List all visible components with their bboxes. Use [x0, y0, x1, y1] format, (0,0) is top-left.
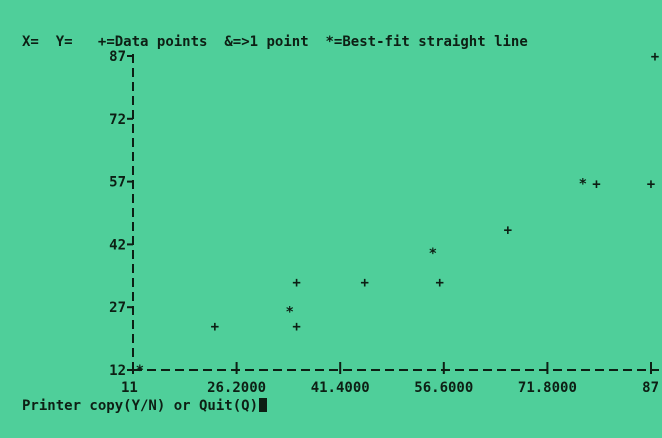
header-line: X= Y= +=Data points &=>1 point *=Best-fi… [22, 34, 528, 50]
data-point-1: + [292, 319, 300, 335]
legend-fit-text: =Best-fit straight line [333, 34, 528, 50]
plot-axes [132, 54, 659, 371]
y-tick-label-3: 42 [109, 237, 126, 253]
y-tick-label-5: 12 [109, 363, 126, 379]
fit-line-point-3: * [579, 177, 587, 193]
data-point-8: + [651, 49, 659, 65]
data-point-4: + [435, 275, 443, 291]
y-tick-label-4: 27 [109, 300, 126, 316]
data-point-0: + [211, 319, 219, 335]
fit-line-point-1: * [286, 304, 294, 320]
data-point-2: + [292, 275, 300, 291]
legend-fit-symbol: * [325, 34, 334, 50]
x-tick-label-4: 71.8000 [518, 380, 577, 396]
x-tick-labels: 11 26.2000 41.4000 56.6000 71.8000 87 [121, 362, 659, 396]
text-cursor [259, 398, 268, 412]
x-tick-label-2: 41.4000 [311, 380, 370, 396]
data-point-6: + [592, 177, 600, 193]
x-tick-label-3: 56.6000 [414, 380, 473, 396]
fit-line-point-2: * [429, 246, 437, 262]
data-point-5: + [504, 223, 512, 239]
y-readout-label: Y= [55, 34, 73, 50]
y-tick-label-1: 72 [109, 112, 126, 128]
legend-data-text: =Data points [106, 34, 208, 50]
x-readout-label: X= [22, 34, 39, 50]
data-point-7: + [647, 177, 655, 193]
legend-data-symbol: + [97, 34, 107, 50]
y-tick-label-2: 57 [109, 175, 126, 191]
y-tick-labels: 87 72 57 42 27 12 [109, 49, 133, 379]
prompt-text: Printer copy(Y/N) or Quit(Q) [22, 398, 259, 414]
legend-multi-symbol: & [224, 34, 233, 50]
data-marks: + ++ + +++ ++**** [136, 49, 660, 379]
x-tick-label-1: 26.2000 [207, 380, 266, 396]
fit-line-point-0: * [136, 363, 144, 379]
y-tick-label-0: 87 [109, 49, 126, 65]
data-point-3: + [361, 275, 369, 291]
command-prompt[interactable]: Printer copy(Y/N) or Quit(Q) [22, 398, 268, 414]
x-tick-label-0: 11 [121, 380, 138, 396]
x-tick-label-5: 87 [642, 380, 659, 396]
legend-multi-text: =>1 point [232, 34, 309, 50]
